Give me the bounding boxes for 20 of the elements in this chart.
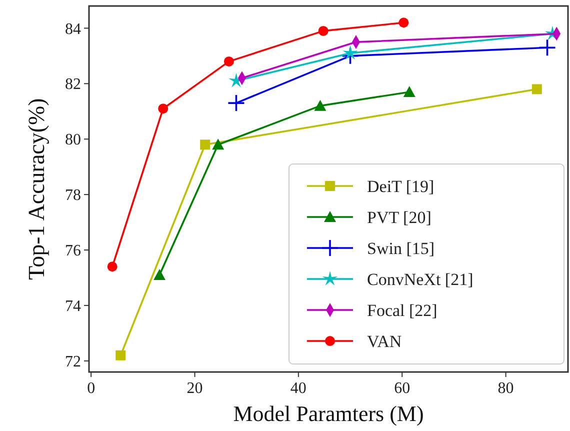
y-tick-label: 84 <box>65 20 81 38</box>
y-tick-label: 76 <box>65 242 81 260</box>
x-tick-label: 80 <box>498 380 514 397</box>
x-tick-label: 60 <box>394 380 410 397</box>
legend-label: PVT [20] <box>367 208 432 227</box>
legend-label: VAN <box>367 332 402 351</box>
y-tick-label: 82 <box>65 76 81 94</box>
x-tick-label: 0 <box>87 380 96 397</box>
legend-label: Focal [22] <box>367 300 438 320</box>
x-tick-label: 20 <box>186 380 203 397</box>
legend-label: Swin [15] <box>367 238 435 258</box>
x-tick-label: 40 <box>290 380 306 397</box>
y-tick-label: 78 <box>65 187 81 204</box>
x-axis-title: Model Paramters (M) <box>233 401 424 426</box>
y-tick-label: 80 <box>65 132 81 149</box>
y-axis-title: Top-1 Accuracy(%) <box>24 98 49 280</box>
y-tick-label: 74 <box>65 298 81 316</box>
legend-label: DeiT [19] <box>367 176 434 196</box>
y-tick-label: 72 <box>65 354 81 371</box>
legend-label: ConvNeXt [21] <box>367 270 474 289</box>
